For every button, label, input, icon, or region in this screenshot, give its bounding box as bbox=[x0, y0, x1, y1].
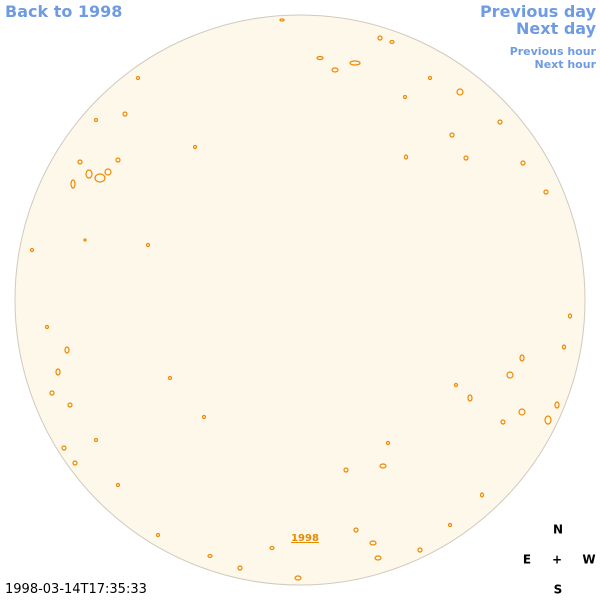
compass-east: E bbox=[523, 553, 531, 567]
magnetic-contours bbox=[29, 18, 573, 581]
next-day-link[interactable]: Next day bbox=[516, 19, 596, 38]
compass-center: + bbox=[552, 553, 562, 567]
compass-south: S bbox=[554, 583, 563, 597]
previous-hour-link[interactable]: Previous hour bbox=[509, 45, 596, 58]
compass-west: W bbox=[582, 553, 595, 567]
year-link[interactable]: 1998 bbox=[291, 533, 319, 544]
next-hour-link[interactable]: Next hour bbox=[534, 58, 597, 71]
timestamp: 1998-03-14T17:35:33 bbox=[5, 582, 147, 597]
back-year-link[interactable]: Back to 1998 bbox=[5, 2, 123, 21]
solar-disk bbox=[14, 14, 586, 586]
compass-north: N bbox=[553, 523, 563, 537]
previous-day-link[interactable]: Previous day bbox=[479, 2, 596, 21]
